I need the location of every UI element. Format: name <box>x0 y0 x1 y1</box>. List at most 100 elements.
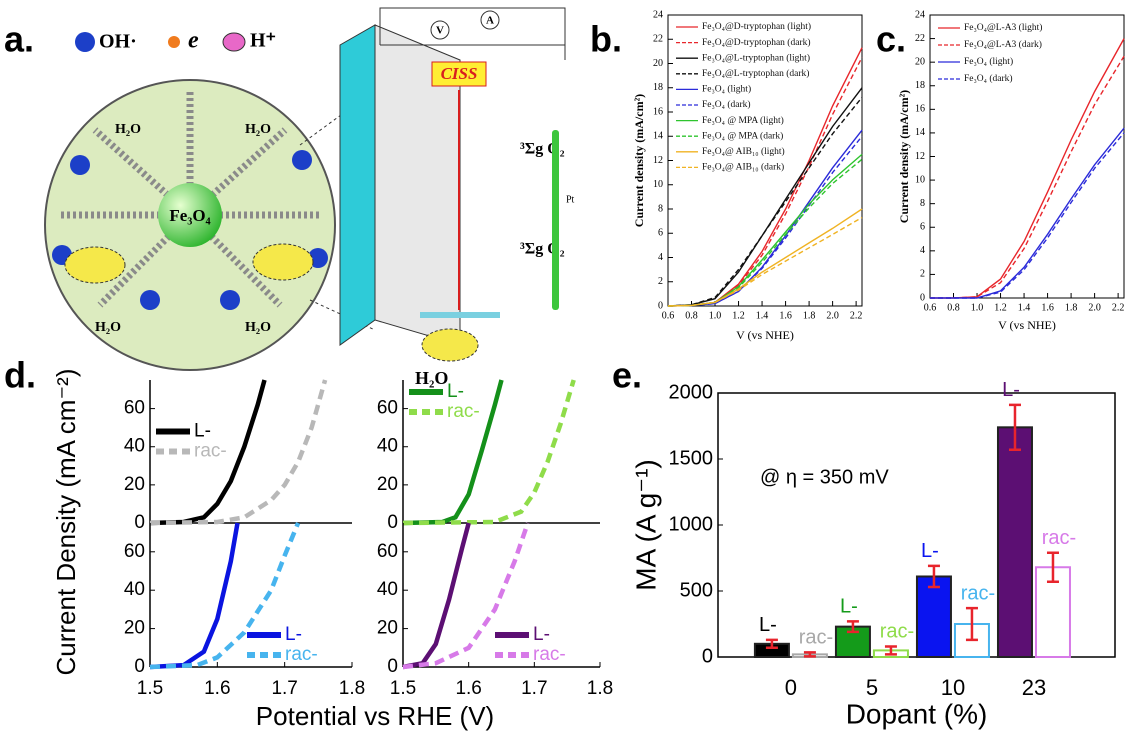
y-tick-label: 0 <box>134 512 145 533</box>
x-tick-label: 23 <box>1022 675 1046 700</box>
y-tick-label: 2 <box>658 276 663 287</box>
x-tick-label: 1.0 <box>971 302 984 313</box>
line-series <box>667 158 863 307</box>
line-series <box>930 132 1125 299</box>
y-tick-label: 0 <box>134 656 145 677</box>
y-tick-label: 0 <box>387 512 398 533</box>
legend-label: Fe₃O₄@L-A3 (light) <box>964 22 1042 33</box>
legend-label: rac- <box>285 644 318 665</box>
line-series <box>667 57 863 307</box>
legend-label: rac- <box>533 644 566 665</box>
panel-label: a. <box>4 19 34 60</box>
bar <box>996 426 1033 658</box>
x-axis-title: V (vs NHE) <box>736 328 794 342</box>
legend-label: Fe₃O₄@L-A3 (dark) <box>964 39 1042 50</box>
y-tick-label: 60 <box>377 398 398 419</box>
legend-label: L- <box>447 381 464 402</box>
y-tick-label: 22 <box>653 34 663 45</box>
water-label: H₂O <box>115 122 141 137</box>
legend-label: Fe₃O₄@L-tryptophan (light) <box>702 52 810 63</box>
y-tick-label: 20 <box>124 618 145 639</box>
core-label: Fe₃O₄ <box>169 206 210 225</box>
bar-label: rac- <box>880 621 914 643</box>
legend-label: Fe₃O₄@ AIB₁₀ (dark) <box>702 162 784 173</box>
x-tick-label: 1.6 <box>204 678 230 699</box>
x-tick-label: 0.6 <box>924 302 937 313</box>
water-label: H₂O <box>415 368 448 388</box>
x-tick-label: 1.7 <box>521 678 547 699</box>
water-labels: H₂O H₂O H₂O H₂O H₂O <box>95 122 448 388</box>
y-tick-label: 6 <box>658 228 663 239</box>
line-series <box>149 522 301 670</box>
panel-label: d. <box>4 355 36 396</box>
y-tick-label: 40 <box>124 579 145 600</box>
annotation: @ η = 350 mV <box>760 466 889 488</box>
line-series <box>402 522 530 670</box>
x-tick-label: 1.8 <box>803 310 816 321</box>
bar-label: rac- <box>961 582 995 604</box>
y-tick-label: 0 <box>387 656 398 677</box>
y-tick-label: 2000 <box>669 381 714 403</box>
line-series <box>667 208 863 307</box>
line-series <box>930 127 1125 299</box>
x-tick-label: 1.8 <box>587 678 613 699</box>
y-tick-label: 4 <box>920 245 925 256</box>
y-tick-label: 20 <box>124 474 145 495</box>
y-tick-label: 16 <box>653 106 663 117</box>
error-bar <box>927 564 940 589</box>
y-tick-label: 60 <box>124 398 145 419</box>
ciss-label: CISS <box>441 64 478 83</box>
x-tick-label: 2.2 <box>1112 302 1125 313</box>
y-tick-label: 22 <box>915 33 925 44</box>
y-tick-label: 14 <box>653 131 663 142</box>
legend-label: e <box>188 28 199 54</box>
y-tick-label: 8 <box>658 203 663 214</box>
line-series <box>149 379 328 526</box>
y-tick-label: 0 <box>920 292 925 303</box>
bar-label: rac- <box>1042 527 1076 549</box>
error-bar <box>846 620 859 634</box>
y-tick-label: 24 <box>653 9 663 20</box>
y-tick-label: 6 <box>920 222 925 233</box>
circuit <box>379 7 566 60</box>
x-tick-label: 1.2 <box>994 302 1007 313</box>
line-series <box>930 55 1125 299</box>
reaction-site <box>252 243 314 281</box>
y-tick-label: 60 <box>377 541 398 562</box>
reaction-site <box>64 246 126 284</box>
oh-groups <box>52 150 328 310</box>
x-tick-label: 1.7 <box>271 678 297 699</box>
core-sphere <box>158 183 222 247</box>
line-series <box>402 379 576 526</box>
legend-label: Fe₃O₄@D-tryptophan (light) <box>702 21 811 32</box>
y-tick-label: 1000 <box>669 513 714 535</box>
x-tick-label: 1.6 <box>1041 302 1054 313</box>
line-series <box>667 96 863 307</box>
y-tick-label: 20 <box>915 56 925 67</box>
line-series <box>149 522 240 670</box>
water-label: H₂O <box>245 320 271 335</box>
proton-icon <box>222 32 246 52</box>
y-tick-label: 0 <box>658 300 663 311</box>
error-bar <box>1008 403 1021 452</box>
error-bar <box>965 606 978 642</box>
y-tick-label: 24 <box>915 9 925 20</box>
y-axis-title: MA (A g⁻¹) <box>630 459 661 590</box>
legend-label: Fe₃O₄@L-tryptophan (dark) <box>702 68 809 79</box>
legend-label: Fe₃O₄ @ MPA (light) <box>702 115 784 126</box>
ciss-box <box>431 61 487 87</box>
y-tick-label: 16 <box>915 104 925 115</box>
y-tick-label: 4 <box>658 252 663 263</box>
x-axis-title: Potential vs RHE (V) <box>256 701 494 731</box>
y-tick-label: 18 <box>653 82 663 93</box>
y-tick-label: 12 <box>915 151 925 162</box>
x-tick-label: 1.5 <box>390 678 416 699</box>
x-tick-label: 1.2 <box>732 310 745 321</box>
y-tick-label: 500 <box>680 579 713 601</box>
legend-label: Fe₃O₄ @ MPA (dark) <box>702 130 783 141</box>
x-tick-label: 0.8 <box>685 310 698 321</box>
error-bar <box>803 651 816 658</box>
electrode-label: Pt <box>566 194 575 205</box>
error-bar <box>1046 551 1059 584</box>
